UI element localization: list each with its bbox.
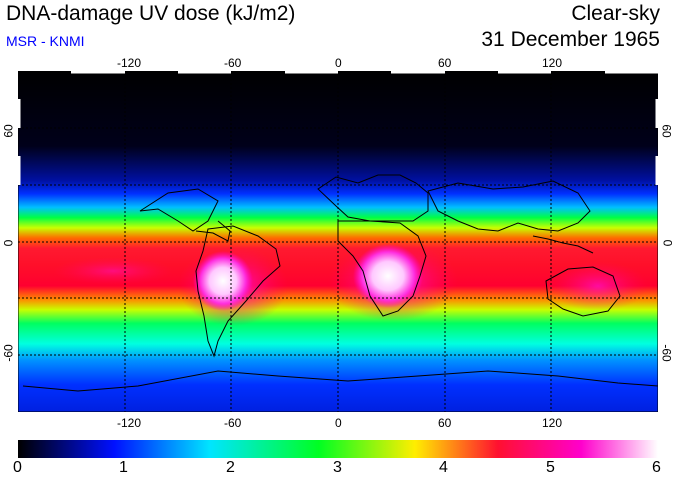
frame-ticks (18, 71, 658, 185)
lon-tick-bottom: 60 (438, 416, 452, 430)
antarctica-coast (22, 370, 658, 392)
colorbar-tick: 4 (439, 459, 448, 476)
colorbar-tick: 2 (226, 459, 235, 476)
colorbar-tick: 6 (652, 459, 661, 476)
lon-tick-bottom: -60 (224, 416, 242, 430)
colorbar-tick: 3 (333, 459, 342, 476)
asia-coast (427, 180, 591, 232)
hotspot-australia (548, 261, 648, 311)
lat-tick-right: -60 (659, 344, 674, 362)
lat-tick-left: 60 (1, 124, 16, 138)
lon-tick-bottom: 0 (335, 416, 342, 430)
lat-tick-right: 60 (659, 124, 674, 138)
colorbar-tick: 0 (13, 459, 22, 476)
colorbar-gradient (18, 440, 658, 458)
lon-tick-bottom: 120 (542, 416, 563, 430)
date-label: 31 December 1965 (481, 28, 660, 51)
lon-tick-top: 60 (438, 56, 452, 70)
europe-north-africa-coast (317, 174, 429, 222)
north-america-coast (139, 188, 219, 232)
uv-dose-world-map (18, 71, 658, 412)
lon-tick-top: 120 (542, 56, 563, 70)
graticule (18, 71, 658, 412)
chart-title: DNA-damage UV dose (kJ/m2) (6, 2, 296, 25)
colorbar-tick: 5 (546, 459, 555, 476)
colorbar (18, 440, 658, 458)
lat-tick-right: 0 (660, 239, 675, 247)
colorbar-tick: 1 (119, 459, 128, 476)
hotspot-south-america (193, 251, 253, 311)
lon-tick-top: 0 (335, 56, 342, 70)
lon-tick-top: -60 (224, 56, 242, 70)
hotspot-pacific (53, 257, 173, 285)
lat-tick-left: -60 (1, 344, 16, 362)
australia-coast (545, 266, 621, 317)
hotspot-africa (353, 244, 423, 308)
lon-tick-top: -120 (117, 56, 142, 70)
credit-label: MSR - KNMI (6, 33, 85, 49)
lat-tick-left: 0 (1, 239, 16, 247)
lon-tick-bottom: -120 (117, 416, 142, 430)
africa-coast (337, 220, 427, 317)
sky-condition-label: Clear-sky (571, 2, 660, 25)
southeast-asia-islands (532, 235, 594, 254)
